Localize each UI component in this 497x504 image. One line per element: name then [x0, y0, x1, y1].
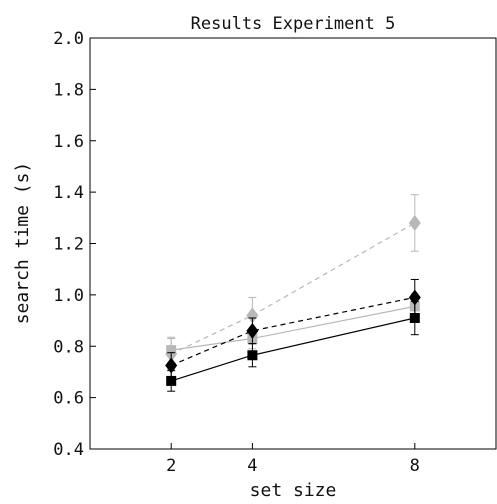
data-point-diamond	[165, 357, 178, 374]
y-tick-label: 1.6	[53, 132, 84, 152]
x-tick-label: 4	[247, 456, 257, 476]
series-3	[165, 278, 421, 379]
y-tick-label: 1.4	[53, 183, 84, 203]
data-point-diamond	[246, 322, 259, 339]
data-point-square	[247, 350, 258, 361]
chart-title: Results Experiment 5	[191, 14, 396, 34]
y-axis-label: search time (s)	[12, 162, 33, 325]
y-tick-label: 0.6	[53, 389, 84, 409]
x-tick-label: 8	[410, 456, 420, 476]
series-line	[170, 222, 416, 355]
plot-frame	[89, 37, 497, 450]
y-tick-label: 1.2	[53, 235, 84, 255]
y-tick-label: 2.0	[53, 29, 84, 49]
y-tick-label: 1.8	[53, 80, 84, 100]
data-point-square	[166, 375, 177, 386]
data-point-square	[166, 345, 177, 356]
x-axis-label: set size	[250, 480, 337, 499]
x-tick-label: 2	[166, 456, 176, 476]
data-series	[165, 194, 421, 392]
series-1	[165, 194, 421, 370]
series-line	[171, 305, 415, 351]
y-tick-label: 0.4	[53, 440, 84, 460]
x-axis-ticks: 2 4 8	[166, 443, 420, 476]
series-line	[170, 296, 415, 367]
data-point-square	[409, 312, 420, 323]
data-point-diamond	[246, 307, 259, 324]
y-tick-label: 0.8	[53, 337, 84, 357]
y-axis-ticks: 0.4 0.6 0.8 1.0 1.2 1.4 1.6 1.8 2.0	[53, 29, 96, 460]
series-4	[166, 300, 420, 392]
data-point-diamond	[408, 214, 421, 231]
y-tick-label: 1.0	[53, 286, 84, 306]
